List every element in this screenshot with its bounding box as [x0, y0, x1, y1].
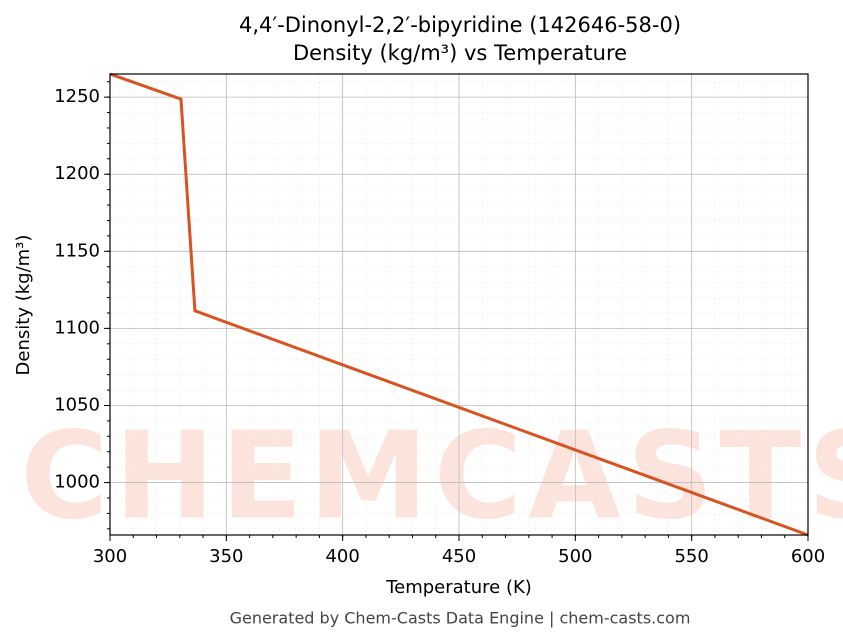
plot-frame — [109, 73, 809, 536]
chart-title: 4,4′-Dinonyl-2,2′-bipyridine (142646-58-… — [239, 13, 681, 37]
watermark: CHEMCASTS — [20, 408, 843, 547]
y-tick-label: 1100 — [54, 317, 100, 338]
x-tick-label: 400 — [325, 546, 359, 567]
y-tick-label: 1200 — [54, 163, 100, 184]
x-axis-label: Temperature (K) — [385, 577, 532, 598]
x-tick-label: 500 — [558, 546, 592, 567]
x-tick-label: 550 — [674, 546, 708, 567]
y-axis-label: Density (kg/m³) — [13, 235, 34, 376]
footer: Generated by Chem-Casts Data Engine | ch… — [230, 609, 691, 628]
y-tick-label: 1050 — [54, 394, 100, 415]
data-line — [109, 72, 809, 537]
y-tick-label: 1250 — [54, 86, 100, 107]
y-tick-label: 1150 — [54, 240, 100, 261]
x-tick-label: 600 — [791, 546, 825, 567]
y-tick-label: 1000 — [54, 472, 100, 493]
x-tick-label: 450 — [442, 546, 476, 567]
x-tick-label: 300 — [93, 546, 127, 567]
x-tick-label: 350 — [209, 546, 243, 567]
chart-subtitle: Density (kg/m³) vs Temperature — [293, 41, 627, 65]
